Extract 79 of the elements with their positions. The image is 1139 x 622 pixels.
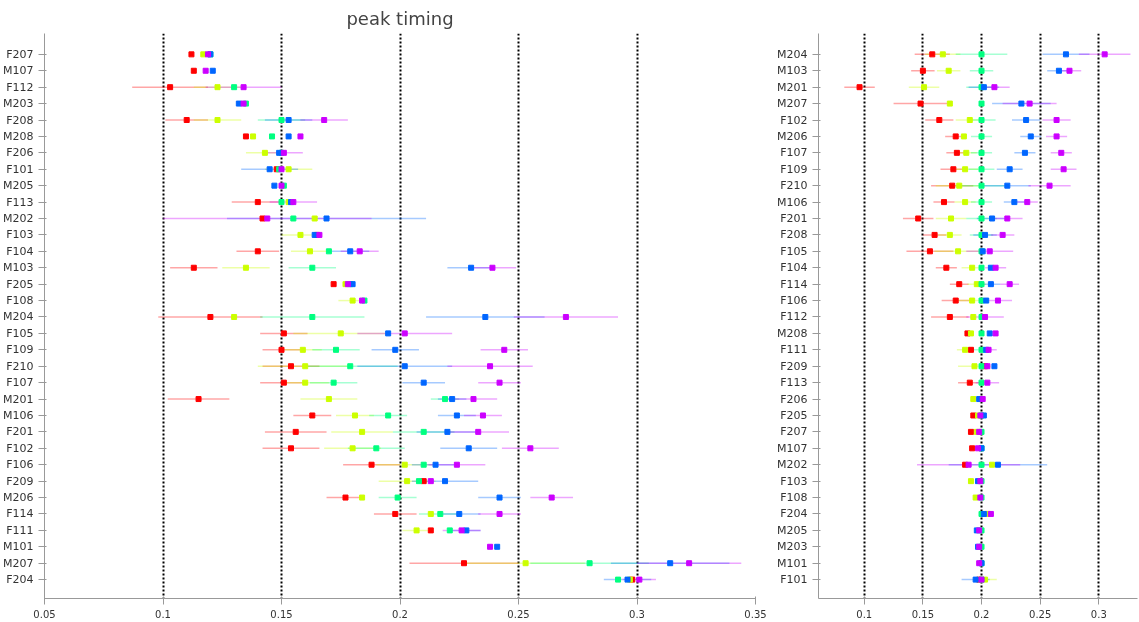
y-tick-label: M107 — [3, 64, 34, 78]
y-tick-label: F206 — [780, 392, 808, 406]
y-tick-label: F205 — [780, 408, 808, 422]
y-tick-label: F208 — [6, 113, 34, 127]
x-tick-label: 0.25 — [507, 608, 530, 620]
y-tick-label: F106 — [6, 458, 34, 472]
y-tick-label: M103 — [3, 261, 34, 275]
y-tick-label: F113 — [780, 376, 808, 390]
x-tick-label: 0.2 — [392, 608, 408, 620]
y-tick-label: M107 — [777, 441, 808, 455]
y-tick-label: F205 — [6, 277, 34, 291]
chart-title: peak timing — [346, 7, 454, 29]
y-tick-label: F112 — [6, 80, 34, 94]
y-tick-label: F103 — [6, 228, 34, 242]
y-tick-label: F204 — [6, 573, 34, 587]
y-tick-label: F113 — [6, 195, 34, 209]
y-tick-label: F201 — [780, 212, 808, 225]
y-tick-label: F206 — [6, 146, 34, 160]
y-tick-label: F210 — [780, 179, 808, 193]
y-tick-label: M101 — [777, 556, 808, 570]
y-tick-label: F210 — [6, 359, 34, 373]
x-tick-label: 0.35 — [744, 608, 767, 620]
y-tick-label: F114 — [6, 507, 34, 521]
x-tick-label: 0.1 — [856, 608, 873, 620]
y-tick-label: M205 — [3, 179, 34, 193]
y-tick-label: F111 — [780, 343, 808, 357]
x-tick-label: 0.3 — [1090, 608, 1107, 620]
y-tick-label: F107 — [780, 146, 808, 160]
y-tick-label: M203 — [3, 97, 34, 111]
y-tick-label: F111 — [6, 523, 34, 537]
y-tick-label: M204 — [777, 47, 808, 61]
y-tick-label: F108 — [780, 491, 808, 505]
y-tick-label: F114 — [780, 277, 808, 291]
y-tick-label: F105 — [6, 326, 34, 340]
y-tick-label: F106 — [780, 294, 808, 308]
y-tick-label: F101 — [6, 162, 34, 176]
y-tick-label: F107 — [6, 376, 34, 390]
x-tick-label: 0.25 — [1029, 608, 1052, 620]
y-tick-label: M202 — [3, 212, 34, 225]
y-tick-label: M202 — [777, 458, 808, 472]
y-tick-label: F207 — [780, 425, 808, 439]
y-tick-label: M206 — [777, 129, 808, 143]
y-tick-label: M205 — [777, 523, 808, 537]
y-tick-label: F108 — [6, 294, 34, 308]
x-tick-label: 0.05 — [33, 608, 56, 620]
y-tick-label: F105 — [780, 244, 808, 258]
y-tick-label: F204 — [780, 507, 808, 521]
y-tick-label: F103 — [780, 474, 808, 488]
y-tick-label: M101 — [3, 540, 34, 554]
y-tick-label: M106 — [3, 408, 34, 422]
x-tick-label: 0.3 — [629, 608, 645, 620]
y-tick-label: M106 — [777, 195, 808, 209]
x-tick-label: 0.15 — [911, 608, 935, 620]
y-tick-label: M204 — [3, 310, 34, 324]
x-tick-label: 0.2 — [973, 608, 990, 620]
x-tick-label: 0.1 — [155, 608, 171, 620]
y-tick-label: F109 — [6, 343, 34, 357]
y-tick-label: F101 — [780, 573, 808, 587]
y-tick-label: M201 — [3, 392, 34, 406]
y-tick-label: F104 — [780, 261, 808, 275]
y-tick-label: F208 — [780, 228, 808, 242]
y-tick-label: F209 — [780, 359, 808, 373]
y-tick-label: F201 — [6, 425, 34, 439]
y-tick-label: M203 — [777, 540, 808, 554]
y-tick-label: M206 — [3, 491, 34, 505]
y-tick-label: M207 — [777, 97, 808, 111]
y-tick-label: M201 — [777, 80, 808, 94]
y-tick-label: M103 — [777, 64, 808, 78]
y-tick-label: F104 — [6, 244, 34, 258]
y-tick-label: F102 — [6, 441, 34, 455]
y-tick-label: F209 — [6, 474, 34, 488]
y-tick-label: M207 — [3, 556, 34, 570]
x-tick-label: 0.15 — [270, 608, 293, 620]
y-tick-label: M208 — [777, 326, 808, 340]
y-tick-label: F109 — [780, 162, 808, 176]
y-tick-label: F112 — [780, 310, 808, 324]
y-tick-label: M208 — [3, 129, 34, 143]
y-tick-label: F207 — [6, 47, 34, 61]
y-tick-label: F102 — [780, 113, 808, 127]
